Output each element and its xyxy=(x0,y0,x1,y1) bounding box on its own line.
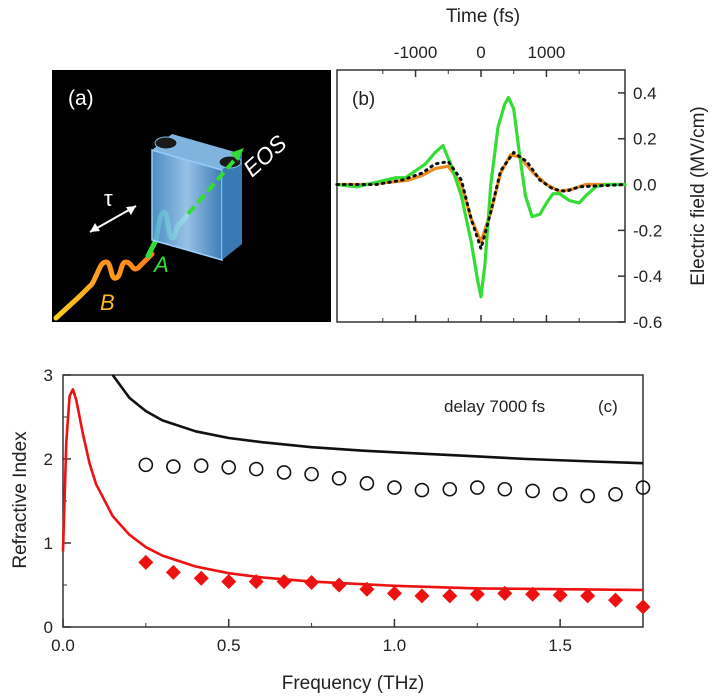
panel-a: (a) B A τ EOS xyxy=(52,70,331,322)
panel-b-xlabel: Time (fs) xyxy=(446,6,520,27)
panel-c-circle-point xyxy=(276,465,292,480)
panel-c-circle-point xyxy=(248,461,264,477)
panel-c-diamond-point xyxy=(221,574,237,590)
panel-b-xtick-label: -1000 xyxy=(394,43,437,62)
eos-crystal xyxy=(151,134,242,261)
panel-c-diamond-point xyxy=(580,588,596,604)
panel-c-ylabel: Refractive Index xyxy=(10,431,31,569)
tau-arrow-head-left xyxy=(90,223,100,232)
panel-c-diamond-point xyxy=(138,554,154,570)
panel-c-circle-point xyxy=(387,480,402,495)
panel-c-circle-point xyxy=(442,481,458,497)
panel-c-diamond-point xyxy=(442,588,458,604)
panel-c-ytick-label: 1 xyxy=(44,534,53,553)
panel-c-diamond-point xyxy=(497,585,513,601)
panel-c-ytick-label: 0 xyxy=(44,618,53,637)
panel-c-xtick-label: 1.0 xyxy=(383,636,407,655)
panel-b-ytick-label: -0.4 xyxy=(633,267,662,286)
panel-c-label: (c) xyxy=(598,397,618,416)
panel-b-xtick-label: 1000 xyxy=(528,43,566,62)
panel-b-ylabel: Electric field (MV/cm) xyxy=(688,106,709,285)
panel-b-ytick-label: 0.2 xyxy=(633,130,657,149)
panel-c-series-line-1 xyxy=(61,388,644,592)
panel-c-circle-point xyxy=(525,483,540,499)
panel-c-ytick-label: 3 xyxy=(44,366,53,385)
panel-c-diamond-point xyxy=(607,592,623,608)
panel-c-circle-point xyxy=(580,488,595,504)
pulse-b-wave xyxy=(53,251,155,321)
panel-b-series-line-1 xyxy=(335,95,627,299)
panel-c-xtick-label: 0.0 xyxy=(51,636,75,655)
panel-c-circle-point xyxy=(635,480,651,495)
panel-b-series-line-2 xyxy=(335,151,627,251)
panel-c-diamond-point xyxy=(525,586,541,602)
panel-c-circle-point xyxy=(608,486,623,502)
panel-c-circle-point xyxy=(359,476,375,491)
panel-c-diamond-point xyxy=(359,581,375,597)
panel-b-chart: Time (fs) (b) Electric field (MV/cm) -10… xyxy=(335,6,709,332)
panel-c-circle-point xyxy=(469,480,485,495)
panel-b-ytick-label: -0.2 xyxy=(633,221,662,240)
panel-b-xtick-label: 0 xyxy=(476,43,485,62)
panel-c-circle-point xyxy=(138,457,154,473)
panel-c-diamond-point xyxy=(386,585,402,601)
panel-b-ytick-label: 0.4 xyxy=(633,84,657,103)
panel-c-circle-point xyxy=(221,460,237,475)
pulse-a-label: A xyxy=(152,252,169,277)
panel-c-circle-point xyxy=(331,471,347,486)
panel-c-diamond-point xyxy=(552,587,568,603)
panel-c-diamond-point xyxy=(193,570,209,586)
panel-c-circle-point xyxy=(552,486,568,502)
panel-c-diamond-point xyxy=(414,588,430,604)
panel-c-circle-point xyxy=(193,458,209,474)
panel-c-circle-point xyxy=(497,481,513,497)
panel-c-diamond-point xyxy=(304,574,320,590)
panel-c-diamond-point xyxy=(276,574,292,590)
panel-c-diamond-point xyxy=(248,574,264,590)
panel-c-circle-point xyxy=(414,482,430,498)
panel-b-ytick-label: -0.6 xyxy=(633,313,662,332)
panel-c-diamond-point xyxy=(331,577,347,593)
panel-c-ytick-label: 2 xyxy=(44,450,53,469)
tau-arrow-head-right xyxy=(126,206,136,215)
panel-c-xtick-label: 0.5 xyxy=(217,636,241,655)
panel-c-annotation: delay 7000 fs xyxy=(444,397,545,416)
pulse-b-label: B xyxy=(100,290,115,315)
panel-b-label: (b) xyxy=(352,89,375,110)
panel-c-diamond-point xyxy=(635,599,651,615)
panel-c-xtick-label: 1.5 xyxy=(548,636,572,655)
panel-c-circle-point xyxy=(166,459,181,474)
tau-label: τ xyxy=(104,186,113,211)
panel-c-diamond-point xyxy=(165,564,181,580)
panel-c-series-line-0 xyxy=(111,374,644,465)
panel-c-chart: Frequency (THz) Refractive Index delay 7… xyxy=(10,366,651,694)
panel-c-diamond-point xyxy=(469,586,485,602)
panel-b-ytick-label: 0.0 xyxy=(633,176,657,195)
panel-a-label: (a) xyxy=(68,87,94,110)
probe-beam xyxy=(186,154,240,216)
probe-arrow-head xyxy=(230,148,244,161)
panel-c-xlabel: Frequency (THz) xyxy=(282,673,425,694)
panel-c-circle-point xyxy=(304,466,319,482)
